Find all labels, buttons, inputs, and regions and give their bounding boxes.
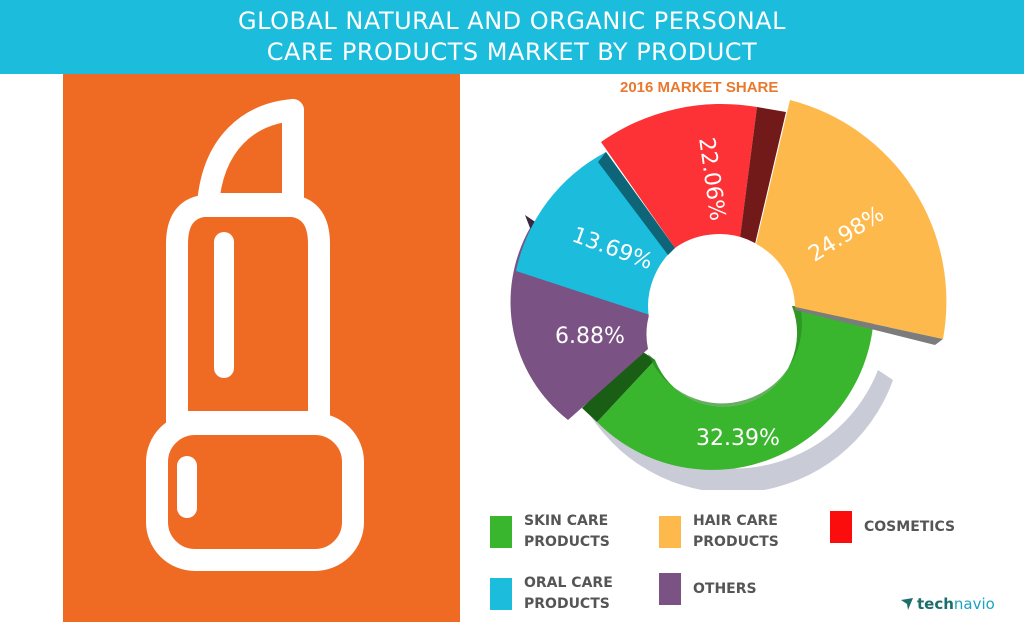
legend-label: COSMETICS [864, 518, 956, 535]
legend-skin-care: SKIN CARE PRODUCTS [490, 511, 610, 553]
legend-swatch-green [490, 516, 512, 548]
legend-hair-care: HAIR CARE PRODUCTS [659, 511, 779, 553]
legend-label: SKIN CARE PRODUCTS [524, 513, 610, 550]
slice-hair [756, 100, 947, 339]
legend-swatch-orange [659, 516, 681, 548]
title-line-1: GLOBAL NATURAL AND ORGANIC PERSONAL [238, 7, 786, 35]
legend-label: OTHERS [693, 580, 757, 597]
legend-others: OTHERS [659, 573, 757, 605]
legend-swatch-purple [659, 573, 681, 605]
logo-text-tech: tech [917, 595, 954, 613]
title-line-2: CARE PRODUCTS MARKET BY PRODUCT [266, 38, 758, 66]
legend-cosmetics: COSMETICS [830, 511, 955, 543]
header-banner: GLOBAL NATURAL AND ORGANIC PERSONAL CARE… [0, 0, 1024, 74]
chart-subtitle: 2016 MARKET SHARE [620, 79, 779, 96]
slice-cosmetics [601, 103, 757, 249]
legend-label: HAIR CARE PRODUCTS [693, 513, 779, 550]
donut-chart: 32.39% 24.98% 22.06% 13.69% 6.88% [510, 100, 947, 490]
legend-label: ORAL CARE PRODUCTS [524, 575, 613, 612]
technavio-logo: tech navio [900, 595, 995, 613]
technavio-arrow-icon [901, 598, 913, 610]
label-skin: 32.39% [696, 426, 780, 451]
logo-text-navio: navio [953, 595, 995, 613]
label-others: 6.88% [555, 324, 625, 349]
legend-oral-care: ORAL CARE PRODUCTS [490, 573, 613, 615]
page-title: GLOBAL NATURAL AND ORGANIC PERSONAL CARE… [0, 6, 1024, 68]
lipstick-panel [63, 74, 460, 622]
lipstick-icon [146, 99, 364, 571]
legend-swatch-red [830, 511, 852, 543]
legend-swatch-blue [490, 578, 512, 610]
slice-skin-care [597, 306, 875, 470]
